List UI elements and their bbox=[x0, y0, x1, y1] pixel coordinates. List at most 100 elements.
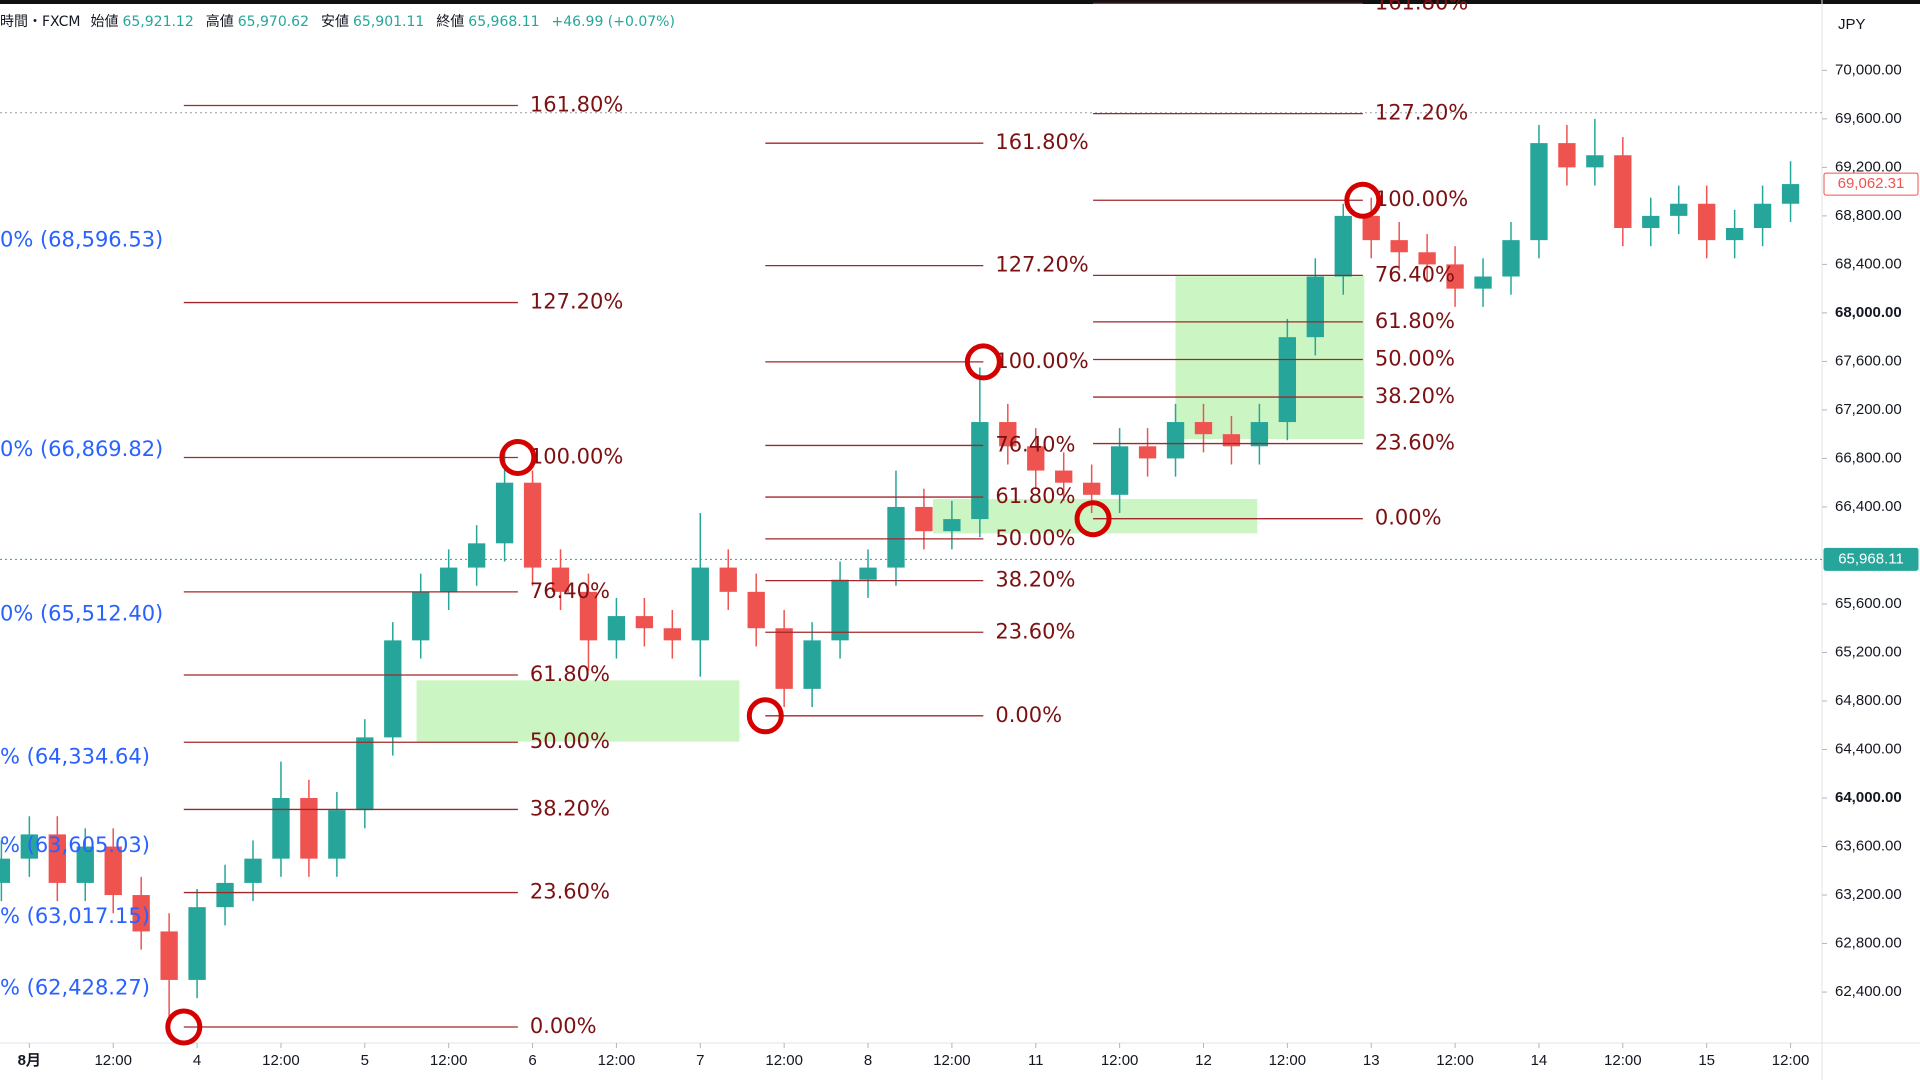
level-label: 0% (65,512.40) bbox=[0, 602, 163, 626]
x-tick-label: 11 bbox=[1028, 1052, 1044, 1069]
y-tick-label: 66,800.00 bbox=[1835, 449, 1902, 466]
fib-label: 0.00% bbox=[530, 1014, 597, 1038]
candle-body bbox=[495, 482, 514, 544]
fib-label: 61.80% bbox=[530, 662, 610, 686]
header-field-name: 始値 bbox=[90, 14, 118, 30]
y-tick-label: 69,200.00 bbox=[1835, 158, 1902, 175]
level-label: 0% (66,869.82) bbox=[0, 437, 163, 461]
fib-label: 61.80% bbox=[995, 484, 1075, 508]
price-tag-label: 69,062.31 bbox=[1838, 175, 1905, 192]
level-label: % (62,428.27) bbox=[0, 976, 150, 1000]
candle-body bbox=[467, 543, 486, 568]
candle-body bbox=[48, 834, 66, 883]
header-field-value: 65,970.62 bbox=[238, 14, 309, 30]
candle-body bbox=[943, 519, 961, 532]
level-label: % (63,605.03) bbox=[0, 833, 150, 857]
x-tick-label: 12:00 bbox=[765, 1052, 803, 1069]
price-tag bbox=[1823, 547, 1919, 571]
level-label: % (64,334.64) bbox=[0, 744, 150, 768]
anchor-circle bbox=[964, 343, 1002, 381]
candle-body bbox=[579, 591, 598, 641]
y-tick-label: 68,000.00 bbox=[1835, 304, 1902, 321]
candle-body bbox=[551, 567, 570, 592]
y-tick-label: 64,400.00 bbox=[1835, 740, 1902, 757]
candle-body bbox=[1670, 203, 1688, 216]
x-tick-label: 12:00 bbox=[933, 1052, 971, 1069]
x-tick-label: 12:00 bbox=[1436, 1052, 1474, 1069]
x-tick-label: 5 bbox=[361, 1052, 369, 1069]
candle-body bbox=[356, 737, 374, 811]
anchor-circle bbox=[1344, 181, 1382, 219]
header-field-value: 65,921.12 bbox=[122, 14, 193, 30]
y-tick-label: 63,200.00 bbox=[1835, 886, 1902, 903]
candle-body bbox=[76, 846, 94, 883]
fib-label: 161.80% bbox=[1375, 0, 1468, 14]
header-symbol: 時間・FXCM bbox=[0, 14, 80, 30]
y-tick-label: 62,800.00 bbox=[1835, 935, 1902, 952]
fib-label: 100.00% bbox=[995, 349, 1088, 373]
y-tick-label: 70,000.00 bbox=[1835, 61, 1902, 78]
x-tick-label: 8月 bbox=[18, 1052, 41, 1069]
candle-body bbox=[663, 628, 681, 641]
y-tick-label: 62,400.00 bbox=[1835, 983, 1902, 1000]
fib-label: 61.80% bbox=[1375, 309, 1455, 333]
fib-label: 161.80% bbox=[995, 130, 1088, 154]
y-tick-label: 65,200.00 bbox=[1835, 643, 1902, 660]
anchor-circle bbox=[746, 697, 784, 735]
fib-label: 38.20% bbox=[995, 568, 1075, 592]
x-tick-label: 12:00 bbox=[94, 1052, 132, 1069]
candle-body bbox=[803, 640, 821, 689]
candle-body bbox=[440, 567, 458, 592]
candle-body bbox=[1725, 228, 1744, 241]
candle-body bbox=[272, 798, 290, 859]
fib-label: 50.00% bbox=[1375, 346, 1455, 370]
candle-body bbox=[775, 628, 793, 689]
x-tick-label: 12 bbox=[1195, 1052, 1212, 1069]
candle-body bbox=[1642, 215, 1660, 229]
header-field-name: 終値 bbox=[436, 14, 464, 30]
y-tick-label: 67,200.00 bbox=[1835, 401, 1902, 418]
candle-body bbox=[635, 616, 654, 629]
candle-body bbox=[1614, 155, 1632, 229]
price-tag-label: 65,968.11 bbox=[1838, 550, 1904, 567]
fib-label: 23.60% bbox=[1375, 431, 1455, 455]
header-field-name: 安値 bbox=[321, 14, 349, 30]
x-tick-label: 4 bbox=[193, 1052, 201, 1069]
y-tick-label: 63,600.00 bbox=[1835, 837, 1902, 854]
candle-body bbox=[244, 858, 262, 883]
candle-body bbox=[831, 579, 849, 641]
header-field-value: 65,968.11 bbox=[468, 14, 539, 30]
candle-body bbox=[1362, 215, 1380, 241]
candle-body bbox=[1502, 240, 1520, 277]
candle-body bbox=[216, 882, 234, 908]
header-field-value: 65,901.11 bbox=[353, 14, 424, 30]
header-field-name: 高値 bbox=[206, 13, 234, 30]
fib-label: 0.00% bbox=[1375, 506, 1442, 530]
fib-label: 50.00% bbox=[995, 526, 1075, 550]
fib-label: 100.00% bbox=[1375, 187, 1468, 211]
candle-body bbox=[1027, 446, 1045, 471]
candle-body bbox=[1781, 184, 1800, 204]
candle-body bbox=[1250, 422, 1269, 447]
candle-body bbox=[20, 834, 39, 859]
y-tick-label: 67,600.00 bbox=[1835, 352, 1902, 369]
x-tick-label: 15 bbox=[1698, 1052, 1715, 1069]
candle-body bbox=[412, 591, 430, 641]
candle-body bbox=[328, 810, 346, 859]
y-tick-label: 64,000.00 bbox=[1835, 789, 1902, 806]
zone bbox=[1175, 276, 1365, 440]
candle-body bbox=[1082, 482, 1101, 495]
candle-body bbox=[1753, 203, 1772, 229]
candle-body bbox=[1698, 203, 1716, 241]
candle-body bbox=[188, 907, 206, 980]
x-tick-label: 12:00 bbox=[1772, 1052, 1810, 1069]
fib-label: 100.00% bbox=[530, 444, 623, 468]
candle-body bbox=[1558, 143, 1576, 168]
candle-body bbox=[1474, 276, 1492, 289]
fib-label: 127.20% bbox=[995, 253, 1088, 277]
candle-body bbox=[1418, 252, 1436, 265]
x-tick-label: 12:00 bbox=[1604, 1052, 1642, 1069]
candle-body bbox=[1138, 446, 1157, 459]
candle-body bbox=[971, 422, 989, 520]
